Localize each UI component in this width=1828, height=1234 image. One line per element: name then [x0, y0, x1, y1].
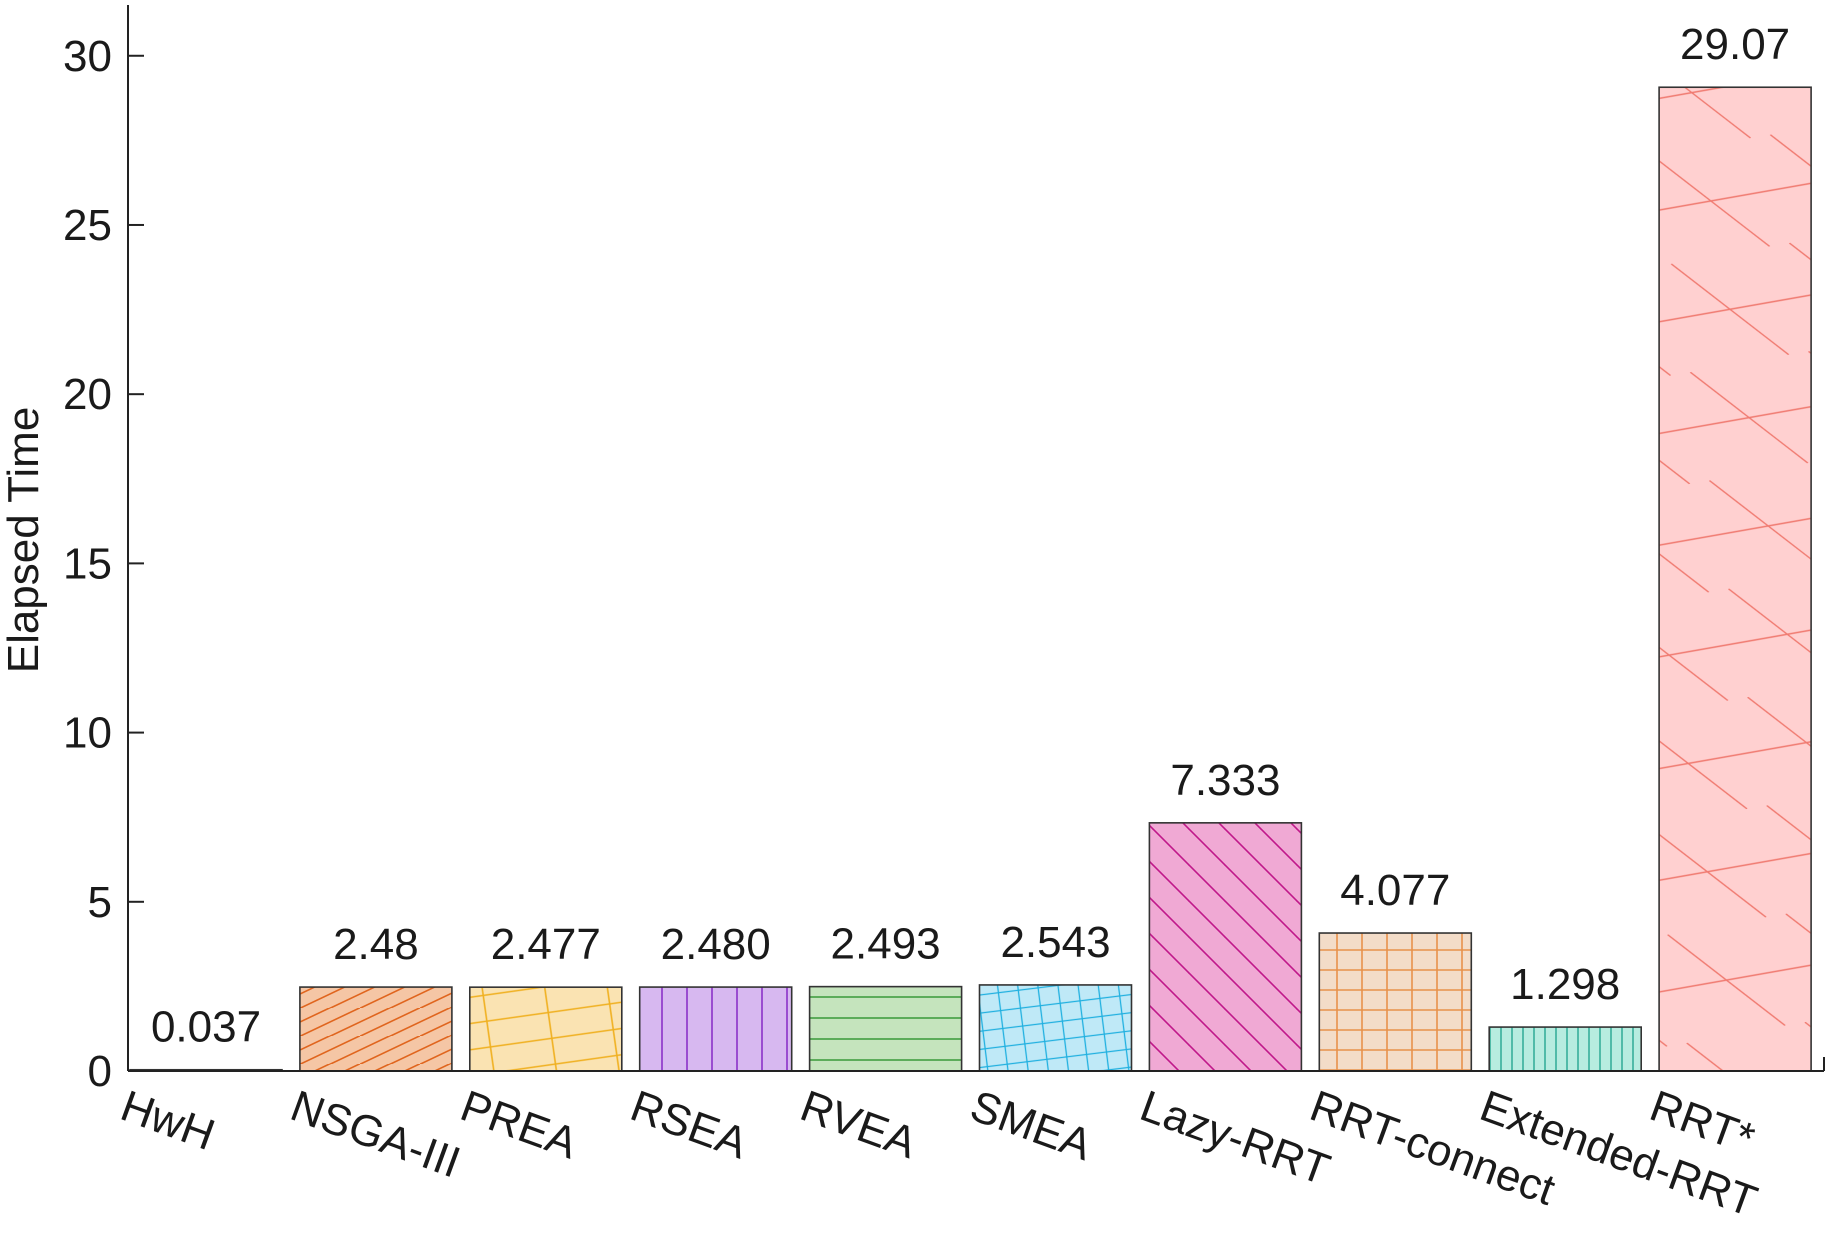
y-tick-label: 5	[88, 878, 112, 927]
bar-hatch	[639, 987, 792, 1071]
category-label: SMEA	[964, 1081, 1099, 1170]
category-label: Lazy-RRT	[1134, 1081, 1336, 1195]
y-tick-label: 0	[88, 1047, 112, 1096]
data-label: 1.298	[1510, 960, 1620, 1009]
bar-hatch	[979, 984, 1132, 1071]
y-tick-label: 15	[63, 539, 112, 588]
category-label: HwH	[115, 1081, 221, 1160]
category-label: RVEA	[794, 1081, 923, 1168]
data-label: 0.037	[151, 1003, 261, 1052]
data-label: 7.333	[1170, 756, 1280, 805]
category-label: NSGA-III	[284, 1081, 466, 1187]
y-axis-title: Elapsed Time	[0, 407, 48, 674]
y-tick-label: 30	[63, 32, 112, 81]
bar-hatch	[1319, 933, 1472, 1071]
category-label: RSEA	[624, 1081, 754, 1168]
data-label: 2.477	[491, 920, 601, 969]
axes: 0 5 10 15 20 25 30	[63, 5, 1825, 1096]
data-label: 2.48	[333, 920, 419, 969]
y-tick-label: 10	[63, 709, 112, 758]
bar-hatch	[469, 987, 622, 1071]
data-label: 4.077	[1340, 866, 1450, 915]
bar-hatch	[809, 986, 962, 1071]
y-tick-label: 25	[63, 201, 112, 250]
y-tick-label: 20	[63, 370, 112, 419]
category-label: PREA	[454, 1081, 584, 1168]
data-label: 2.543	[1000, 918, 1110, 967]
bars-layer	[129, 86, 1812, 1072]
data-label: 29.07	[1680, 20, 1790, 69]
bar-hatch	[1659, 87, 1812, 1072]
data-label: 2.480	[661, 920, 771, 969]
bar-hatch	[1149, 822, 1302, 1071]
bar-hatch	[299, 987, 452, 1071]
bar-hatch	[1489, 1027, 1642, 1071]
data-label: 2.493	[831, 920, 941, 969]
